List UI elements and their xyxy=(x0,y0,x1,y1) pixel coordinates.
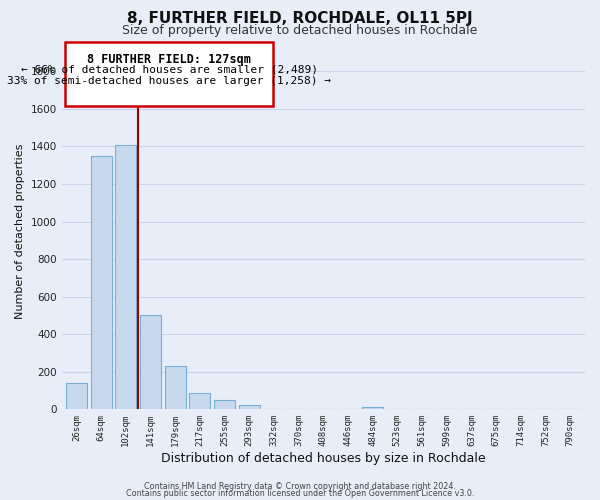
Bar xyxy=(239,404,260,409)
Bar xyxy=(190,394,211,409)
Text: 33% of semi-detached houses are larger (1,258) →: 33% of semi-detached houses are larger (… xyxy=(7,76,331,86)
Text: Contains public sector information licensed under the Open Government Licence v3: Contains public sector information licen… xyxy=(126,489,474,498)
X-axis label: Distribution of detached houses by size in Rochdale: Distribution of detached houses by size … xyxy=(161,452,485,465)
Text: Contains HM Land Registry data © Crown copyright and database right 2024.: Contains HM Land Registry data © Crown c… xyxy=(144,482,456,491)
Bar xyxy=(165,366,186,410)
Bar xyxy=(140,316,161,410)
Text: Size of property relative to detached houses in Rochdale: Size of property relative to detached ho… xyxy=(122,24,478,37)
FancyBboxPatch shape xyxy=(65,42,273,106)
Text: 8 FURTHER FIELD: 127sqm: 8 FURTHER FIELD: 127sqm xyxy=(87,54,251,66)
Bar xyxy=(214,400,235,409)
Text: 8, FURTHER FIELD, ROCHDALE, OL11 5PJ: 8, FURTHER FIELD, ROCHDALE, OL11 5PJ xyxy=(127,11,473,26)
Text: ← 66% of detached houses are smaller (2,489): ← 66% of detached houses are smaller (2,… xyxy=(20,64,317,74)
Bar xyxy=(66,383,87,409)
Y-axis label: Number of detached properties: Number of detached properties xyxy=(15,143,25,318)
Bar xyxy=(91,156,112,409)
Bar xyxy=(362,406,383,410)
Bar xyxy=(115,144,136,410)
